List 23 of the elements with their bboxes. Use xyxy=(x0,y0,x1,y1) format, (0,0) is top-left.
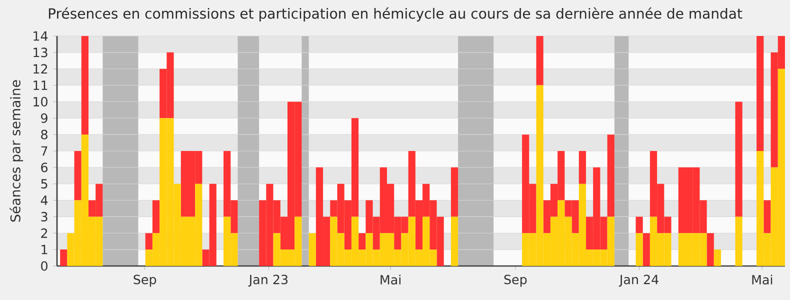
x-tick-label: Mai xyxy=(752,274,772,285)
y-tick-label: 4 xyxy=(40,196,48,205)
y-tick-label: 6 xyxy=(41,162,48,172)
y-tick-label: 10 xyxy=(34,96,48,107)
y-tick-label: 8 xyxy=(41,130,48,140)
y-axis-title: Séances par semaine xyxy=(10,80,24,222)
y-tick-label: 11 xyxy=(34,80,48,90)
y-tick-label: 2 xyxy=(41,228,48,238)
y-tick-label: 5 xyxy=(41,179,48,189)
x-tick-label: Mai xyxy=(380,274,400,285)
y-tick-label: 0 xyxy=(41,261,48,271)
y-tick-label: 9 xyxy=(41,113,48,123)
y-tick-label: 7 xyxy=(41,146,48,156)
x-tick-label: Jan 23 xyxy=(248,274,288,287)
y-tick-label: 3 xyxy=(41,212,48,222)
y-tick-label: 14 xyxy=(34,31,48,41)
x-tick-label: Sep xyxy=(504,274,527,287)
y-tick-label: 12 xyxy=(34,64,48,74)
y-tick-label: 1 xyxy=(42,244,48,254)
y-tick-label: 13 xyxy=(34,48,48,58)
x-tick-label: Sep xyxy=(134,274,156,287)
chart-title: Présences en commissions et participation en hémicycle au cours de sa dernière année de mandat xyxy=(48,7,742,22)
x-tick-label: Jan 24 xyxy=(618,274,658,287)
